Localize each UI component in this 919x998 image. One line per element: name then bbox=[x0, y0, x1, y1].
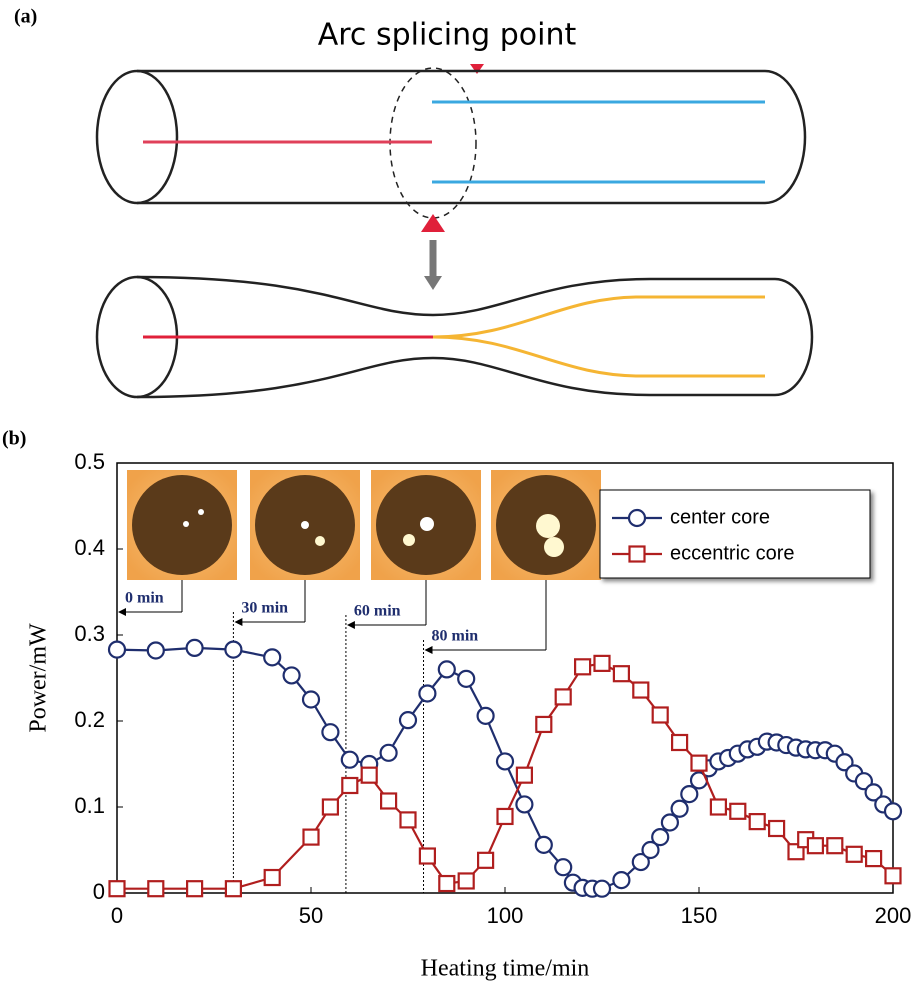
point bbox=[767, 819, 786, 838]
x-tick-label: 150 bbox=[681, 903, 718, 928]
point bbox=[854, 772, 874, 791]
point bbox=[457, 872, 475, 890]
point bbox=[341, 776, 359, 795]
point bbox=[437, 660, 456, 679]
x-tick-label: 50 bbox=[299, 903, 323, 928]
point bbox=[438, 874, 456, 893]
point bbox=[632, 681, 650, 699]
point bbox=[379, 743, 398, 762]
point bbox=[496, 807, 514, 826]
point bbox=[729, 802, 747, 820]
point bbox=[709, 798, 728, 816]
point bbox=[612, 665, 631, 683]
x-tick-label: 200 bbox=[875, 903, 912, 928]
x-axis-label: Heating time/min bbox=[421, 956, 590, 982]
point bbox=[340, 750, 359, 769]
point bbox=[301, 690, 321, 709]
point bbox=[651, 706, 669, 724]
point bbox=[515, 795, 534, 814]
legend-marker bbox=[627, 508, 647, 528]
annotation: Arc splicing point bbox=[318, 18, 577, 53]
point bbox=[612, 870, 631, 890]
panel-label: (a) bbox=[14, 6, 37, 28]
point bbox=[660, 813, 680, 832]
point bbox=[631, 852, 650, 872]
legend-box bbox=[599, 489, 871, 579]
point bbox=[224, 640, 243, 659]
point bbox=[864, 849, 883, 868]
y-tick-label: 0 bbox=[93, 879, 105, 904]
point bbox=[477, 851, 495, 869]
legend-label: center core bbox=[670, 506, 770, 528]
point bbox=[883, 802, 903, 821]
panel-label: (b) bbox=[2, 428, 26, 450]
annotation: 60 min bbox=[354, 603, 401, 620]
point bbox=[535, 715, 553, 734]
point bbox=[399, 811, 417, 829]
point bbox=[263, 648, 282, 667]
point bbox=[360, 766, 378, 784]
point bbox=[806, 837, 825, 855]
y-tick-label: 0.5 bbox=[74, 449, 105, 474]
annotation: 0 min bbox=[125, 590, 164, 607]
point bbox=[146, 641, 165, 660]
diagram bbox=[95, 64, 814, 399]
point bbox=[321, 723, 340, 742]
annotation: 30 min bbox=[241, 600, 288, 617]
point bbox=[107, 640, 127, 659]
point bbox=[592, 879, 612, 898]
point bbox=[282, 666, 301, 685]
point bbox=[263, 868, 281, 887]
x-tick-label: 100 bbox=[487, 903, 524, 928]
inset-images bbox=[127, 470, 601, 580]
point bbox=[147, 880, 165, 898]
point bbox=[593, 654, 611, 672]
point bbox=[185, 638, 204, 658]
y-axis-label: Power/mW bbox=[26, 623, 52, 733]
point bbox=[321, 798, 339, 816]
point bbox=[418, 847, 436, 865]
y-tick-label: 0.4 bbox=[74, 535, 105, 560]
point bbox=[845, 845, 863, 863]
point bbox=[884, 867, 902, 885]
y-tick-label: 0.3 bbox=[74, 621, 105, 646]
point bbox=[476, 706, 495, 725]
legend-marker bbox=[628, 545, 646, 563]
point bbox=[651, 827, 670, 847]
y-tick-label: 0.1 bbox=[74, 793, 105, 818]
point bbox=[302, 828, 320, 846]
point bbox=[826, 837, 844, 855]
point bbox=[534, 835, 553, 854]
point bbox=[680, 784, 699, 804]
point bbox=[670, 799, 689, 818]
point bbox=[457, 669, 476, 688]
point bbox=[418, 684, 437, 703]
point bbox=[690, 754, 708, 772]
point bbox=[224, 880, 242, 898]
x-tick-label: 0 bbox=[111, 903, 123, 928]
y-tick-label: 0.2 bbox=[74, 707, 105, 732]
point bbox=[515, 766, 534, 784]
point bbox=[495, 752, 515, 771]
point bbox=[186, 880, 204, 898]
point bbox=[748, 813, 766, 831]
point bbox=[641, 840, 660, 860]
point bbox=[670, 733, 689, 752]
point bbox=[398, 711, 418, 730]
point bbox=[573, 658, 592, 676]
point bbox=[108, 880, 126, 898]
point bbox=[835, 753, 854, 772]
point bbox=[554, 688, 572, 706]
legend-label: eccentric core bbox=[670, 542, 795, 564]
annotation: 80 min bbox=[432, 628, 479, 645]
point bbox=[554, 858, 573, 877]
point bbox=[380, 792, 398, 810]
point bbox=[864, 783, 883, 802]
